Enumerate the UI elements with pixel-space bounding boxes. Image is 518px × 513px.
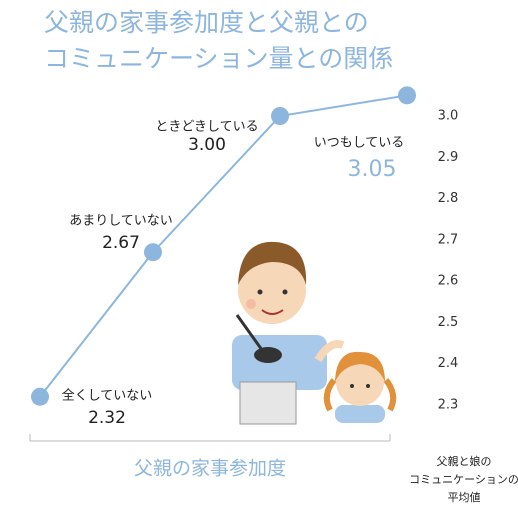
- data-label: 2.67: [102, 233, 140, 253]
- category-label: ときどきしている: [155, 120, 258, 135]
- chart-title: コミュニケーション量との関係: [44, 44, 393, 73]
- point: [31, 387, 49, 406]
- category-label: いつもしている: [314, 136, 405, 151]
- x-axis-label: 父親の家事参加度: [134, 458, 286, 480]
- y-tick-label: 2.9: [438, 150, 459, 165]
- y-tick-label: 2.4: [438, 356, 459, 371]
- line: [39, 94, 408, 398]
- bracket: [29, 434, 391, 442]
- data-label: 3.00: [188, 135, 226, 155]
- y-axis-label: コミュニケーションの: [409, 473, 518, 486]
- point: [271, 107, 289, 126]
- data-label: 2.32: [88, 408, 126, 428]
- data-label: 3.05: [348, 157, 397, 182]
- point: [144, 243, 162, 262]
- y-axis-label: 父親と娘の: [437, 454, 492, 468]
- chart-title: 父親の家事参加度と父親との: [44, 8, 369, 37]
- y-tick-label: 2.5: [438, 315, 459, 330]
- illustration: [232, 241, 397, 425]
- y-tick-label: 3.0: [438, 109, 459, 124]
- y-tick-label: 2.6: [438, 274, 459, 289]
- y-axis-label: 平均値: [448, 491, 481, 504]
- y-tick-label: 2.3: [438, 398, 459, 413]
- y-tick-label: 2.7: [438, 232, 459, 247]
- category-label: 全くしていない: [62, 388, 153, 404]
- category-label: あまりしていない: [69, 214, 173, 229]
- point: [398, 86, 416, 105]
- y-tick-label: 2.8: [438, 191, 459, 206]
